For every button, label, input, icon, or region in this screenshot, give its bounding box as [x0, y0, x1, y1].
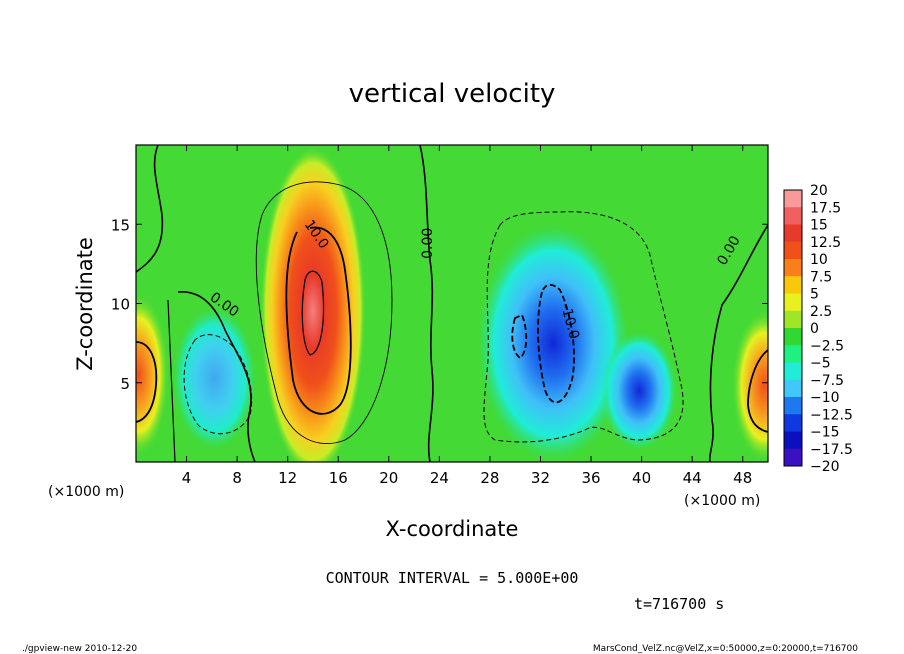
colorbar-swatch: [784, 310, 802, 329]
colorbar-swatch: [784, 293, 802, 312]
colorbar-swatch: [784, 224, 802, 243]
colorbar-swatch: [784, 448, 802, 467]
contour-right-edge: [747, 349, 768, 433]
colorbar-swatch: [784, 397, 802, 415]
contour-neg-five-left: [183, 334, 253, 435]
y-axis-label: Z-coordinate: [73, 237, 97, 371]
colorbar-swatch: [784, 379, 802, 398]
plot-area: 10.00.000.00-10.00.00: [136, 145, 768, 462]
contour-zero-left: [136, 145, 164, 273]
contour-fifteen: [301, 270, 325, 356]
colorbar-label: 15: [810, 218, 828, 234]
contour-left-edge: [136, 341, 158, 423]
colorbar-label: −2.5: [810, 338, 844, 354]
colorbar-label: −12.5: [810, 407, 853, 423]
colorbar-label: 17.5: [810, 200, 841, 216]
colorbar-label: 2.5: [810, 304, 832, 320]
contour-zero-center: [419, 145, 434, 462]
contour-interval: CONTOUR INTERVAL = 5.000E+00: [326, 569, 579, 587]
field-downdraft-right: [601, 331, 677, 451]
contour-lines: [136, 145, 768, 462]
program-info: ./gpview-new 2010-12-20: [22, 644, 137, 654]
x-tick-label: 32: [531, 469, 550, 487]
colorbar-label: −15: [810, 425, 840, 441]
y-axis-ticks: 5 10 15: [111, 216, 768, 393]
field-features: [136, 146, 768, 462]
colorbar-swatch: [784, 190, 802, 208]
field-updraft-core: [260, 146, 366, 462]
y-tick-label: 15: [111, 216, 130, 234]
x-unit-right: (×1000 m): [684, 493, 760, 509]
colorbar-frame: [783, 189, 803, 467]
y-tick-label: 5: [120, 375, 130, 393]
colorbar-label: −10: [810, 390, 840, 406]
x-tick-label: 8: [232, 469, 242, 487]
contour-zero-up-left: [167, 299, 176, 462]
contour-neg-five-center: [483, 211, 684, 443]
colorbar-label: 5: [810, 287, 819, 303]
source-info: MarsCond_VelZ.nc@VelZ,x=0:50000,z=0:2000…: [593, 644, 858, 654]
colorbar-swatch: [784, 241, 802, 260]
colorbar-label: −20: [810, 459, 840, 475]
y-tick-label: 10: [111, 296, 130, 314]
colorbar-swatch: [784, 328, 802, 346]
colorbar-swatch: [784, 207, 802, 225]
x-tick-label: 16: [329, 469, 348, 487]
contour-label: 0.00: [420, 228, 436, 259]
colorbar-swatch: [784, 259, 802, 277]
x-axis-label: X-coordinate: [386, 517, 519, 541]
colorbar-label: 0: [810, 321, 819, 337]
colorbar-swatch: [784, 431, 802, 450]
colorbar-swatch: [784, 345, 802, 363]
colorbar-label: −5: [810, 356, 831, 372]
x-tick-label: 40: [632, 469, 651, 487]
colorbar-label: 12.5: [810, 235, 841, 251]
contour-neg-ten-b: [537, 284, 575, 404]
x-tick-label: 24: [430, 469, 449, 487]
x-tick-label: 48: [733, 469, 752, 487]
colorbar-label: 20: [810, 183, 828, 199]
contour-zero-right: [708, 224, 768, 462]
field-downdraft-left: [172, 306, 257, 450]
x-tick-label: 20: [379, 469, 398, 487]
contour-two-five: [255, 181, 393, 444]
contour-ten: [285, 226, 352, 415]
contour-zero-mid: [177, 291, 256, 462]
x-unit-left: (×1000 m): [48, 484, 124, 500]
colorbar-label: −17.5: [810, 442, 853, 458]
x-tick-label: 4: [182, 469, 192, 487]
colorbar-label: −7.5: [810, 373, 844, 389]
field-downdraft-center: [477, 224, 629, 462]
field-left-edge-updraft: [136, 293, 169, 456]
x-tick-label: 12: [278, 469, 297, 487]
colorbar-swatch: [784, 362, 802, 381]
chart-title: vertical velocity: [349, 79, 556, 109]
x-tick-label: 44: [683, 469, 702, 487]
colorbar-label: 10: [810, 252, 828, 268]
colorbar-label: 7.5: [810, 269, 832, 285]
colorbar-swatch: [784, 276, 802, 294]
x-axis-ticks: 4 8 12 16 20 24 28 32 36 40 44 48: [182, 145, 752, 487]
x-tick-label: 28: [480, 469, 499, 487]
x-tick-label: 36: [581, 469, 600, 487]
colorbar-swatch: [784, 414, 802, 432]
contour-neg-ten-a: [511, 313, 528, 360]
time-stamp: t=716700 s: [634, 595, 724, 613]
